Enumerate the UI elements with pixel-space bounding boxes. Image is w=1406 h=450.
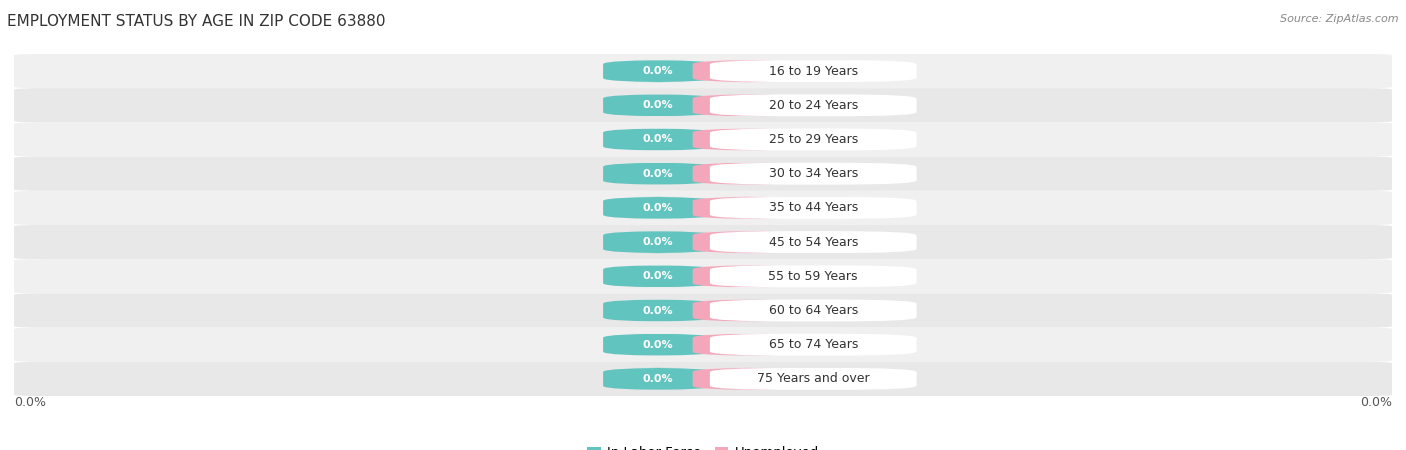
Text: 0.0%: 0.0% — [643, 66, 673, 76]
Text: 20 to 24 Years: 20 to 24 Years — [769, 99, 858, 112]
FancyBboxPatch shape — [14, 328, 1392, 362]
Text: 0.0%: 0.0% — [643, 271, 673, 281]
Text: 0.0%: 0.0% — [643, 169, 673, 179]
FancyBboxPatch shape — [14, 157, 1392, 191]
FancyBboxPatch shape — [603, 299, 713, 322]
Text: 0.0%: 0.0% — [733, 66, 763, 76]
FancyBboxPatch shape — [693, 231, 803, 253]
Text: 0.0%: 0.0% — [733, 203, 763, 213]
FancyBboxPatch shape — [603, 231, 713, 253]
FancyBboxPatch shape — [14, 259, 1392, 293]
Text: 0.0%: 0.0% — [733, 237, 763, 247]
FancyBboxPatch shape — [14, 293, 1392, 328]
FancyBboxPatch shape — [710, 231, 917, 253]
Text: 0.0%: 0.0% — [643, 135, 673, 144]
FancyBboxPatch shape — [693, 128, 803, 151]
Text: 0.0%: 0.0% — [733, 100, 763, 110]
Text: 0.0%: 0.0% — [733, 169, 763, 179]
FancyBboxPatch shape — [693, 265, 803, 288]
FancyBboxPatch shape — [603, 265, 713, 288]
FancyBboxPatch shape — [603, 197, 713, 219]
Text: 16 to 19 Years: 16 to 19 Years — [769, 65, 858, 77]
Text: 0.0%: 0.0% — [1360, 396, 1392, 409]
FancyBboxPatch shape — [710, 129, 917, 150]
Text: 0.0%: 0.0% — [733, 271, 763, 281]
Text: 0.0%: 0.0% — [643, 203, 673, 213]
Text: 0.0%: 0.0% — [733, 340, 763, 350]
FancyBboxPatch shape — [14, 122, 1392, 157]
Text: 45 to 54 Years: 45 to 54 Years — [769, 236, 858, 248]
Text: 25 to 29 Years: 25 to 29 Years — [769, 133, 858, 146]
FancyBboxPatch shape — [693, 162, 803, 185]
Text: 75 Years and over: 75 Years and over — [756, 373, 869, 385]
Text: 60 to 64 Years: 60 to 64 Years — [769, 304, 858, 317]
FancyBboxPatch shape — [693, 333, 803, 356]
FancyBboxPatch shape — [693, 60, 803, 82]
Text: 0.0%: 0.0% — [733, 374, 763, 384]
FancyBboxPatch shape — [710, 368, 917, 390]
Text: EMPLOYMENT STATUS BY AGE IN ZIP CODE 63880: EMPLOYMENT STATUS BY AGE IN ZIP CODE 638… — [7, 14, 385, 28]
FancyBboxPatch shape — [603, 94, 713, 117]
Text: 0.0%: 0.0% — [643, 340, 673, 350]
Text: 0.0%: 0.0% — [14, 396, 46, 409]
Text: Source: ZipAtlas.com: Source: ZipAtlas.com — [1281, 14, 1399, 23]
FancyBboxPatch shape — [14, 191, 1392, 225]
FancyBboxPatch shape — [603, 60, 713, 82]
Legend: In Labor Force, Unemployed: In Labor Force, Unemployed — [582, 441, 824, 450]
FancyBboxPatch shape — [710, 60, 917, 82]
FancyBboxPatch shape — [603, 128, 713, 151]
FancyBboxPatch shape — [14, 54, 1392, 88]
FancyBboxPatch shape — [14, 225, 1392, 259]
Text: 35 to 44 Years: 35 to 44 Years — [769, 202, 858, 214]
FancyBboxPatch shape — [710, 334, 917, 356]
Text: 0.0%: 0.0% — [643, 306, 673, 315]
Text: 0.0%: 0.0% — [733, 306, 763, 315]
FancyBboxPatch shape — [14, 88, 1392, 122]
FancyBboxPatch shape — [710, 94, 917, 116]
FancyBboxPatch shape — [14, 362, 1392, 396]
FancyBboxPatch shape — [710, 197, 917, 219]
FancyBboxPatch shape — [693, 197, 803, 219]
FancyBboxPatch shape — [693, 299, 803, 322]
FancyBboxPatch shape — [603, 333, 713, 356]
Text: 55 to 59 Years: 55 to 59 Years — [769, 270, 858, 283]
Text: 65 to 74 Years: 65 to 74 Years — [769, 338, 858, 351]
FancyBboxPatch shape — [603, 162, 713, 185]
FancyBboxPatch shape — [603, 368, 713, 390]
FancyBboxPatch shape — [710, 266, 917, 287]
Text: 30 to 34 Years: 30 to 34 Years — [769, 167, 858, 180]
FancyBboxPatch shape — [693, 368, 803, 390]
FancyBboxPatch shape — [710, 300, 917, 321]
Text: 0.0%: 0.0% — [643, 374, 673, 384]
FancyBboxPatch shape — [693, 94, 803, 117]
Text: 0.0%: 0.0% — [643, 100, 673, 110]
FancyBboxPatch shape — [710, 163, 917, 184]
Text: 0.0%: 0.0% — [733, 135, 763, 144]
Text: 0.0%: 0.0% — [643, 237, 673, 247]
